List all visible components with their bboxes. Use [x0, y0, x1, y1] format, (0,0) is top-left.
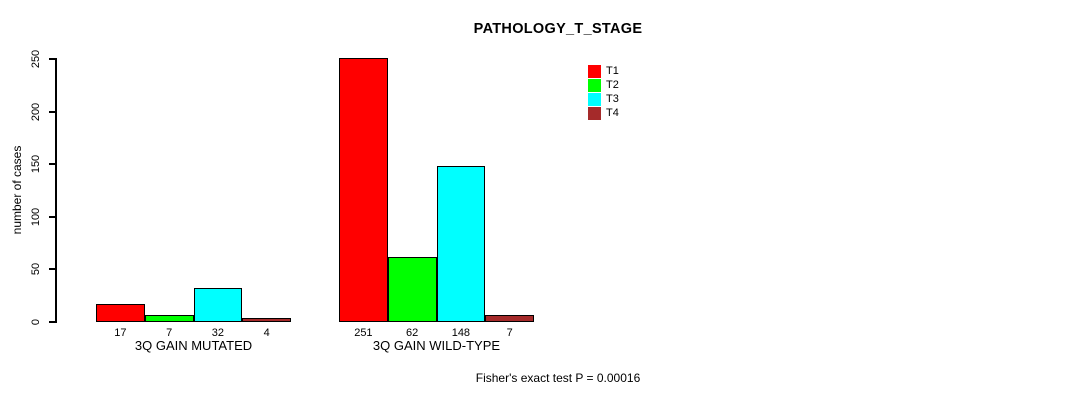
legend-label: T2: [606, 79, 619, 91]
y-tick: [49, 215, 57, 218]
bar-t4-1: [242, 317, 291, 322]
bar-t2-2: [387, 256, 437, 322]
chart-title: PATHOLOGY_T_STAGE: [473, 21, 643, 37]
bar-t4-2: [485, 314, 534, 322]
y-tick-label: 50: [30, 263, 42, 276]
y-tick-label: 100: [30, 207, 42, 226]
legend-swatch-t1: [588, 64, 601, 78]
bar-t2-1: [144, 314, 194, 322]
legend: T1 T2 T3 T4: [588, 64, 619, 120]
legend-swatch-t4: [588, 106, 601, 120]
legend-swatch-t2: [588, 78, 601, 92]
legend-row: T1: [588, 64, 619, 78]
y-axis-line: [55, 59, 57, 322]
bar-value-label: 17: [114, 327, 127, 339]
legend-row: T3: [588, 92, 619, 106]
bar-value-label: 7: [166, 327, 173, 339]
stat-caption: Fisher's exact test P = 0.00016: [475, 371, 641, 385]
y-tick: [49, 110, 57, 113]
y-tick-label: 0: [30, 318, 42, 326]
bar-t3-1: [193, 288, 243, 322]
y-tick: [49, 163, 57, 166]
legend-row: T4: [588, 106, 619, 120]
bar-value-label: 7: [506, 327, 513, 339]
bar-t3-2: [436, 166, 486, 322]
y-tick: [49, 58, 57, 60]
bar-value-label: 148: [451, 327, 471, 339]
y-tick-label: 250: [30, 49, 42, 69]
group-label: 3Q GAIN MUTATED: [134, 338, 253, 353]
y-tick-label: 200: [30, 102, 42, 121]
y-tick: [49, 268, 57, 271]
y-tick-label: 150: [30, 155, 42, 174]
legend-swatch-t3: [588, 92, 601, 106]
legend-label: T4: [606, 107, 619, 119]
legend-label: T1: [606, 65, 619, 77]
bar-value-label: 62: [406, 327, 419, 339]
legend-label: T3: [606, 93, 619, 105]
bar-t1-2: [339, 57, 388, 322]
bar-value-label: 251: [354, 327, 373, 339]
bar-value-label: 4: [263, 327, 270, 339]
y-tick: [49, 321, 57, 323]
y-axis-label: number of cases: [10, 145, 24, 235]
legend-row: T2: [588, 78, 619, 92]
group-label: 3Q GAIN WILD-TYPE: [372, 338, 501, 353]
bar-t1-1: [96, 304, 145, 322]
bar-value-label: 32: [211, 327, 224, 339]
